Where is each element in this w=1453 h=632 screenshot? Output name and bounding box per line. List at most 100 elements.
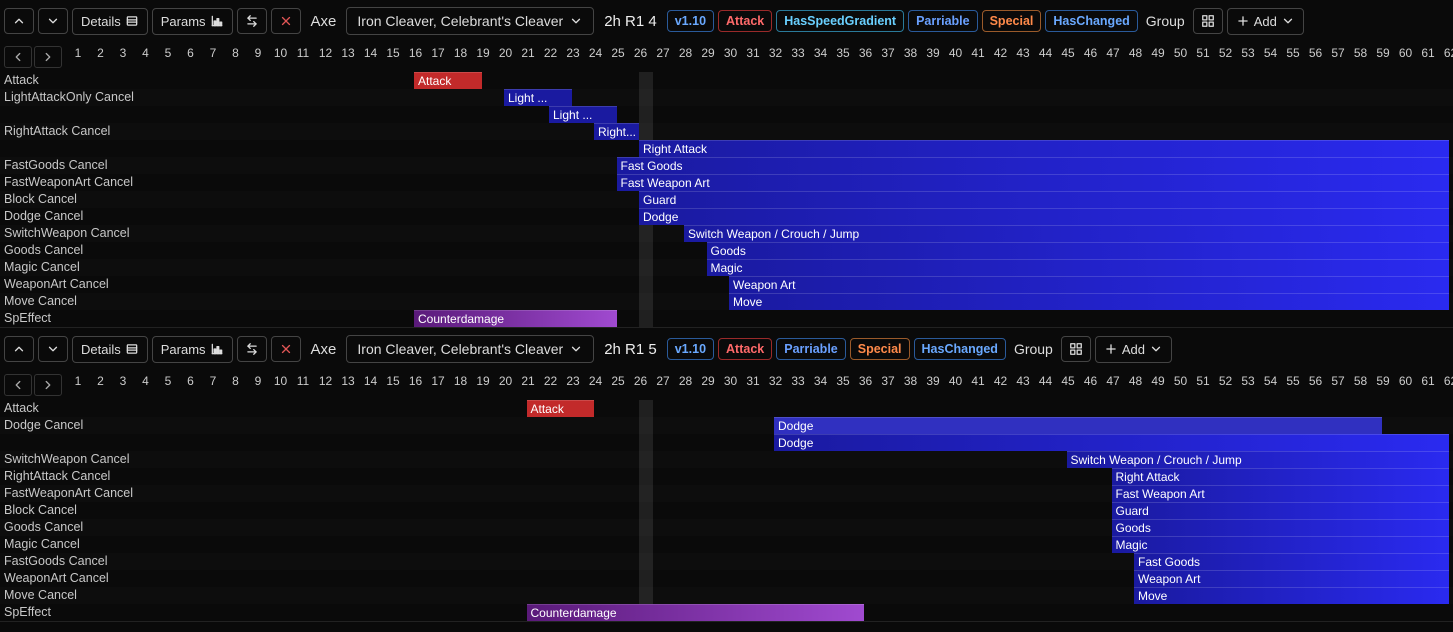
timeline-bar[interactable]: Magic xyxy=(707,259,1450,276)
details-label: Details xyxy=(81,14,121,29)
timeline-bar[interactable]: Guard xyxy=(1112,502,1450,519)
tag-ver[interactable]: v1.10 xyxy=(667,338,714,360)
timeline-bar[interactable]: Guard xyxy=(639,191,1449,208)
timeline-bar[interactable]: Attack xyxy=(414,72,482,89)
frame-tick: 56 xyxy=(1309,46,1322,60)
timeline-bar[interactable]: Right... xyxy=(594,123,639,140)
frame-tick: 20 xyxy=(499,374,512,388)
frame-tick: 44 xyxy=(1039,374,1052,388)
tag-atk[interactable]: Attack xyxy=(718,10,772,32)
timeline-bar[interactable]: Right Attack xyxy=(1112,468,1450,485)
timeline-bar[interactable]: Dodge xyxy=(639,208,1449,225)
track-row: Block CancelGuard xyxy=(0,191,1453,208)
frame-tick: 11 xyxy=(297,374,309,388)
timeline-bar[interactable]: Switch Weapon / Crouch / Jump xyxy=(684,225,1449,242)
timeline-bar[interactable]: Move xyxy=(1134,587,1449,604)
tag-atk[interactable]: Attack xyxy=(718,338,772,360)
frame-tick: 53 xyxy=(1241,374,1254,388)
tag-par[interactable]: Parriable xyxy=(908,10,978,32)
group-button[interactable] xyxy=(1061,336,1091,362)
plus-icon xyxy=(1236,14,1250,28)
frame-tick: 42 xyxy=(994,374,1007,388)
timeline-bar[interactable]: Counterdamage xyxy=(527,604,865,621)
timeline-bar[interactable]: Fast Goods xyxy=(1134,553,1449,570)
timeline-bar[interactable]: Right Attack xyxy=(639,140,1449,157)
tag-spd[interactable]: HasSpeedGradient xyxy=(776,10,904,32)
frame-tick: 44 xyxy=(1039,46,1052,60)
move-down-button[interactable] xyxy=(38,8,68,34)
scroll-right-button[interactable] xyxy=(34,374,62,396)
animation-name: 2h R1 5 xyxy=(598,337,663,362)
timeline-bar[interactable]: Attack xyxy=(527,400,595,417)
frame-tick: 33 xyxy=(791,46,804,60)
timeline-bar[interactable]: Fast Goods xyxy=(617,157,1450,174)
frame-tick: 45 xyxy=(1061,374,1074,388)
collapse-button[interactable] xyxy=(237,8,267,34)
weapon-select[interactable]: Iron Cleaver, Celebrant's Cleaver xyxy=(346,335,594,363)
track-label: SwitchWeapon Cancel xyxy=(4,451,130,468)
add-button[interactable]: Add xyxy=(1227,8,1304,35)
move-up-button[interactable] xyxy=(4,8,34,34)
add-button[interactable]: Add xyxy=(1095,336,1172,363)
frame-tick: 4 xyxy=(142,46,149,60)
timeline-bar[interactable]: Dodge xyxy=(774,434,1449,451)
plus-icon xyxy=(1104,342,1118,356)
timeline-bar[interactable]: Goods xyxy=(707,242,1450,259)
chevron-down-icon xyxy=(569,14,583,28)
frame-tick: 59 xyxy=(1376,46,1389,60)
timeline-bar[interactable]: Fast Weapon Art xyxy=(1112,485,1450,502)
frame-tick: 27 xyxy=(656,374,669,388)
tracks-area: AttackAttackDodge CancelDodgeDodgeSwitch… xyxy=(0,400,1453,621)
tag-par[interactable]: Parriable xyxy=(776,338,846,360)
move-up-button[interactable] xyxy=(4,336,34,362)
details-button[interactable]: Details xyxy=(72,336,148,363)
frame-tick: 10 xyxy=(274,374,287,388)
frame-tick: 48 xyxy=(1129,374,1142,388)
chevron-down-icon xyxy=(1149,342,1163,356)
tag-chg[interactable]: HasChanged xyxy=(914,338,1006,360)
timeline-bar[interactable]: Weapon Art xyxy=(729,276,1449,293)
timeline-bar[interactable]: Goods xyxy=(1112,519,1450,536)
timeline-bar[interactable]: Counterdamage xyxy=(414,310,617,327)
track-label: Attack xyxy=(4,72,39,89)
move-down-button[interactable] xyxy=(38,336,68,362)
track-label: Block Cancel xyxy=(4,502,77,519)
timeline-bar[interactable]: Dodge xyxy=(774,417,1382,434)
scroll-right-button[interactable] xyxy=(34,46,62,68)
frame-tick: 9 xyxy=(255,374,262,388)
frame-tick: 17 xyxy=(431,46,444,60)
timeline-bar[interactable]: Switch Weapon / Crouch / Jump xyxy=(1067,451,1450,468)
group-button[interactable] xyxy=(1193,8,1223,34)
collapse-button[interactable] xyxy=(237,336,267,362)
details-button[interactable]: Details xyxy=(72,8,148,35)
tag-spc[interactable]: Special xyxy=(850,338,910,360)
frame-tick: 37 xyxy=(881,374,894,388)
track-label: SpEffect xyxy=(4,310,51,327)
close-button[interactable] xyxy=(271,8,301,34)
category-label: Axe xyxy=(305,9,343,34)
timeline-bar[interactable]: Magic xyxy=(1112,536,1450,553)
frame-ruler[interactable]: 1234567891011121314151617181920212223242… xyxy=(66,370,1453,400)
tag-chg[interactable]: HasChanged xyxy=(1045,10,1137,32)
timeline-bar[interactable]: Light ... xyxy=(504,89,572,106)
scroll-left-button[interactable] xyxy=(4,46,32,68)
timeline-bar[interactable]: Light ... xyxy=(549,106,617,123)
frame-tick: 6 xyxy=(187,374,194,388)
timeline-bar[interactable]: Fast Weapon Art xyxy=(617,174,1450,191)
tag-spc[interactable]: Special xyxy=(982,10,1042,32)
timeline-bar[interactable]: Weapon Art xyxy=(1134,570,1449,587)
close-button[interactable] xyxy=(271,336,301,362)
scroll-left-button[interactable] xyxy=(4,374,32,396)
track-label: Magic Cancel xyxy=(4,536,80,553)
frame-ruler[interactable]: 1234567891011121314151617181920212223242… xyxy=(66,42,1453,72)
frame-tick: 47 xyxy=(1106,46,1119,60)
params-button[interactable]: Params xyxy=(152,336,233,363)
frame-tick: 41 xyxy=(971,374,984,388)
frame-tick: 36 xyxy=(859,374,872,388)
frame-tick: 20 xyxy=(499,46,512,60)
tag-ver[interactable]: v1.10 xyxy=(667,10,714,32)
frame-tick: 54 xyxy=(1264,46,1277,60)
params-button[interactable]: Params xyxy=(152,8,233,35)
timeline-bar[interactable]: Move xyxy=(729,293,1449,310)
weapon-select[interactable]: Iron Cleaver, Celebrant's Cleaver xyxy=(346,7,594,35)
